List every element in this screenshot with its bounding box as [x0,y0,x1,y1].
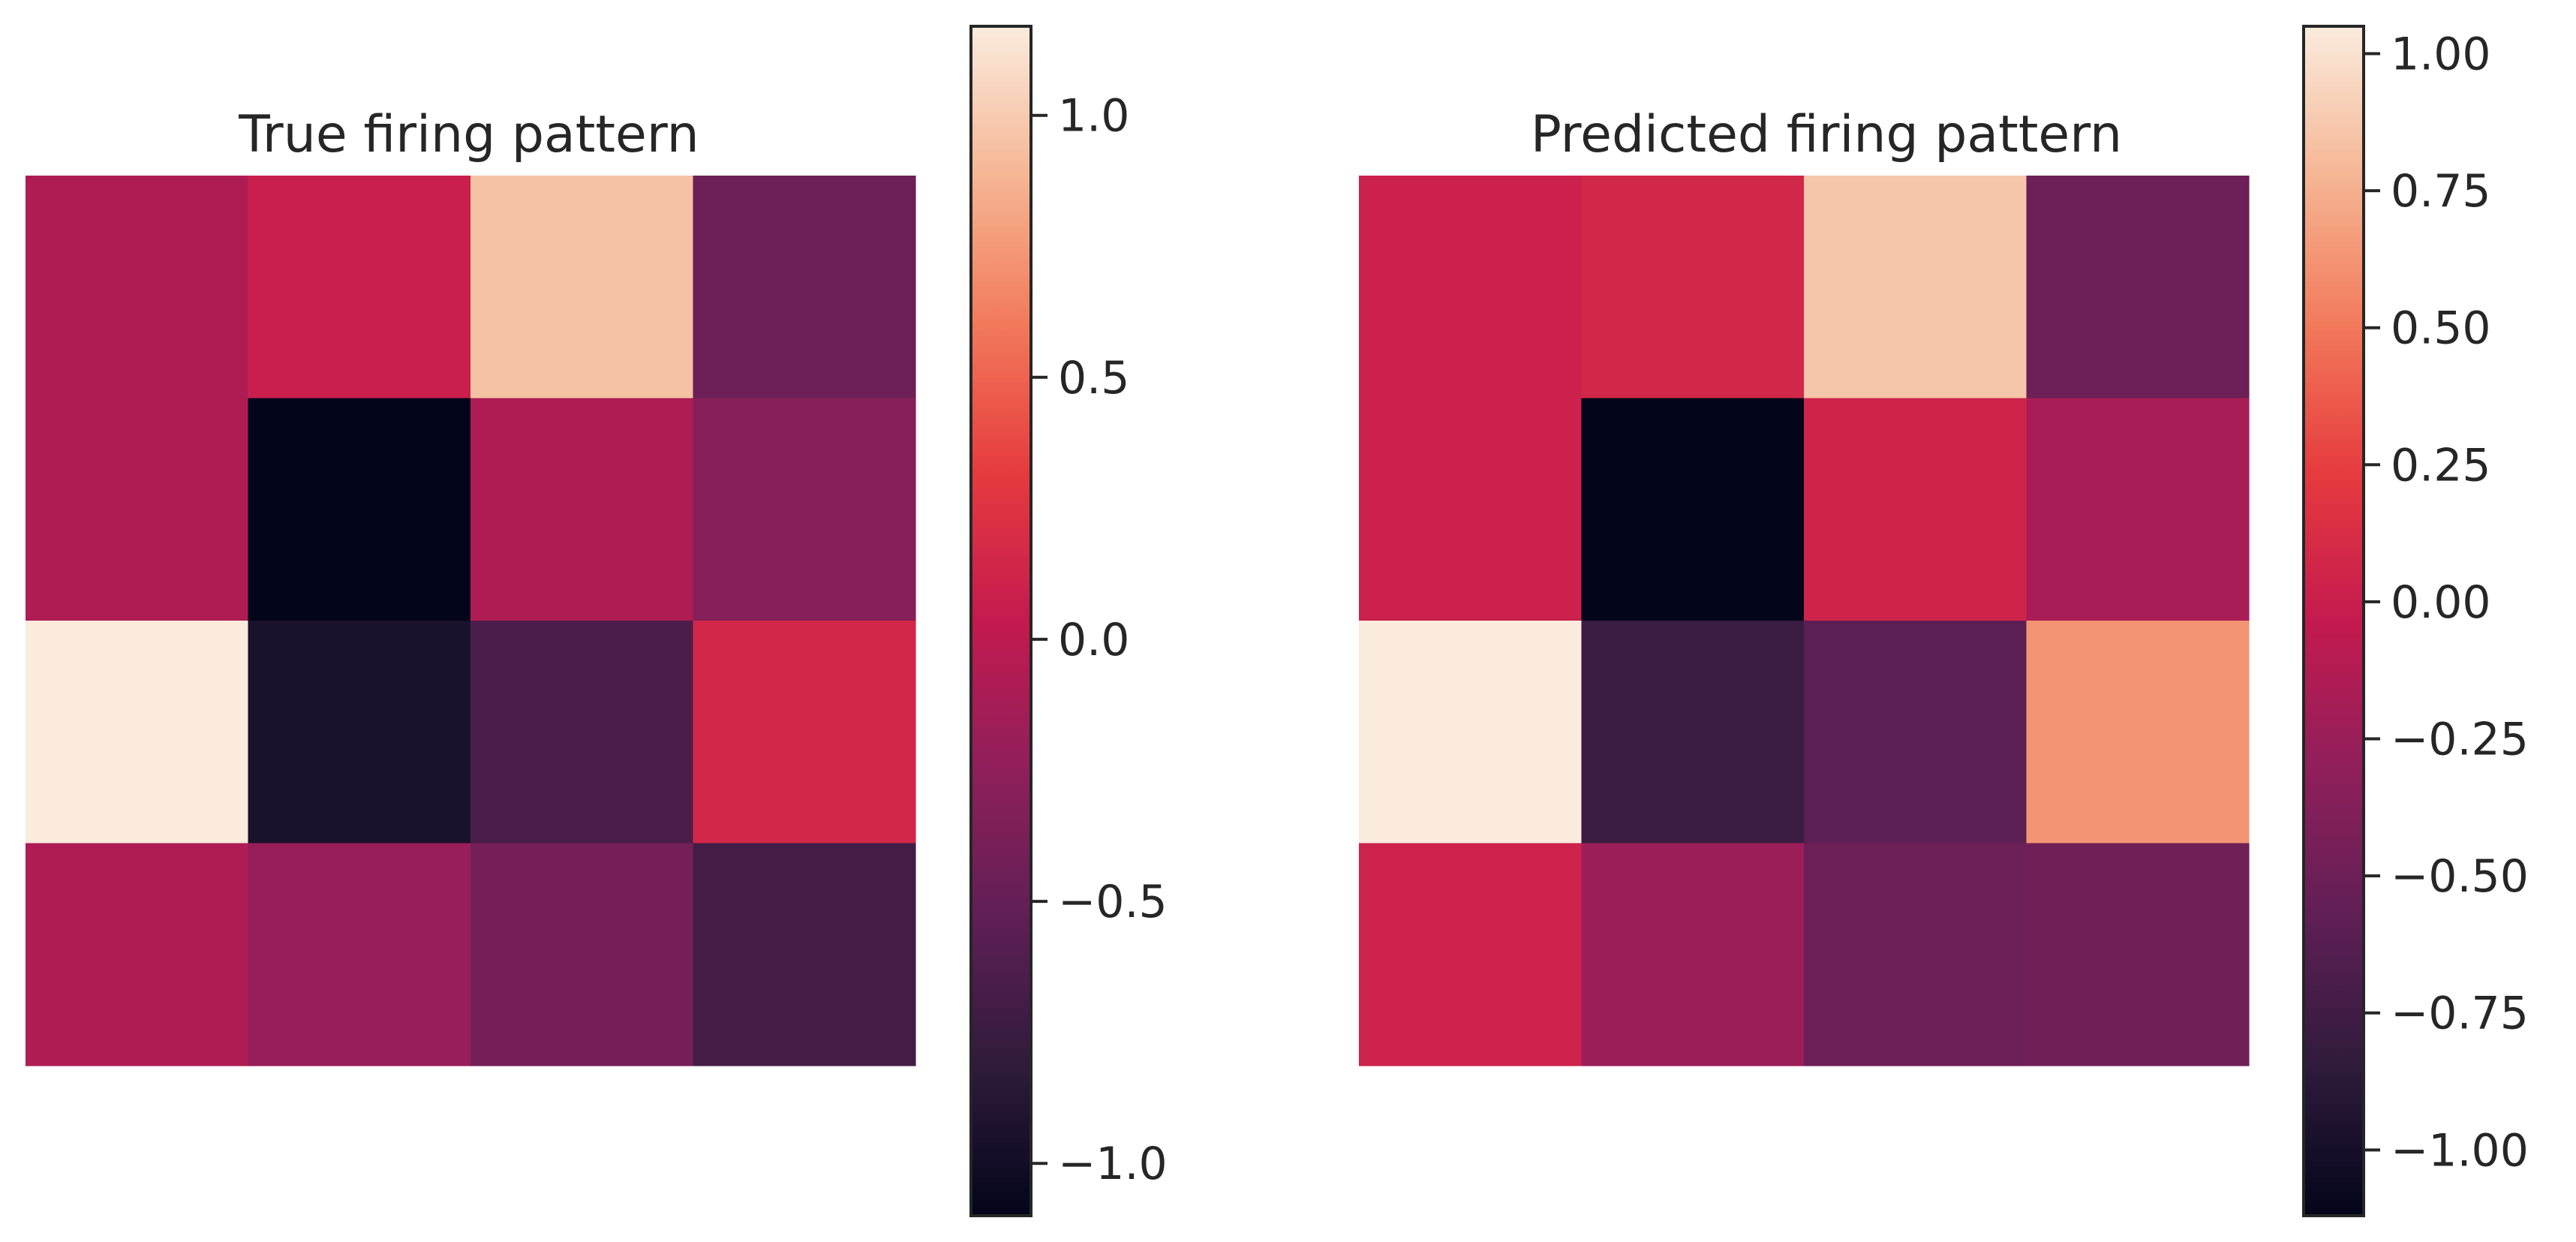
heatmap-cell [2026,843,2250,1066]
colorbar-tick-label: −1.0 [1058,1138,1168,1190]
colorbar-tick-label: 0.50 [2391,302,2491,355]
heatmap-cell [1804,621,2027,844]
heatmap-cells-true [26,176,916,1066]
heatmap-cell [1804,176,2027,399]
heatmap-cell [693,176,916,399]
colorbar-true: −1.0 −0.5 0.0 0.5 1.0 [969,25,1168,1217]
heatmap-cell [470,621,694,844]
chart-title-predicted: Predicted firing pattern [1531,105,2122,164]
colorbar-tick-label: 1.0 [1058,90,1129,143]
colorbar-tick-label: −1.00 [2391,1124,2529,1177]
heatmap-cell [2026,621,2250,844]
colorbar-tick-label: 0.0 [1058,614,1129,666]
heatmap-cell [1359,843,1583,1066]
heatmap-cell [693,843,916,1066]
colorbar-tick-label: 0.00 [2391,576,2491,629]
colorbar-gradient-true [969,25,1033,1217]
colorbar-ticks-true: −1.0 −0.5 0.0 0.5 1.0 [1031,90,1168,1190]
heatmap-cell [1581,843,1805,1066]
heatmap-panel-predicted: Predicted firing pattern [1359,105,2250,1066]
heatmap-cell [26,621,249,844]
colorbar-tick-label: 1.00 [2391,29,2491,81]
colorbar-tick-label: −0.75 [2391,988,2529,1040]
heatmap-cell [248,843,471,1066]
heatmap-cell [1359,621,1583,844]
colorbar-tick-label: 0.25 [2391,439,2491,492]
heatmap-cell [248,176,471,399]
heatmap-cell [1359,176,1583,399]
heatmap-cell [1581,398,1805,621]
heatmap-cell [26,176,249,399]
heatmap-cell [26,843,249,1066]
colorbar-tick-label: −0.25 [2391,714,2529,766]
heatmap-cell [470,176,694,399]
heatmap-cell [1359,398,1583,621]
heatmap-cell [470,843,694,1066]
colorbar-tick-label: 0.75 [2391,165,2491,218]
heatmap-cells-predicted [1359,176,2250,1066]
heatmap-cell [693,621,916,844]
heatmap-cell [2026,398,2250,621]
colorbar-predicted: −1.00 −0.75 −0.50 −0.25 0.00 0.25 0.50 0.75 1.00 [2302,25,2529,1217]
colorbar-tick-label: 0.5 [1058,352,1129,404]
heatmap-cell [2026,176,2250,399]
heatmap-cell [470,398,694,621]
heatmap-cell [1581,176,1805,399]
heatmap-cell [248,621,471,844]
colorbar-ticks-predicted: −1.00 −0.75 −0.50 −0.25 0.00 0.25 0.50 0.75 1.00 [2364,29,2529,1177]
heatmap-panel-true: True firing pattern [26,105,916,1066]
colorbar-tick-label: −0.50 [2391,850,2529,903]
colorbar-gradient-predicted [2302,25,2365,1217]
chart-title-true: True firing pattern [238,105,699,164]
colorbar-tick-label: −0.5 [1058,876,1168,928]
heatmap-cell [248,398,471,621]
heatmap-cell [26,398,249,621]
heatmap-cell [1804,398,2027,621]
heatmap-cell [1581,621,1805,844]
heatmap-cell [1804,843,2027,1066]
heatmap-cell [693,398,916,621]
